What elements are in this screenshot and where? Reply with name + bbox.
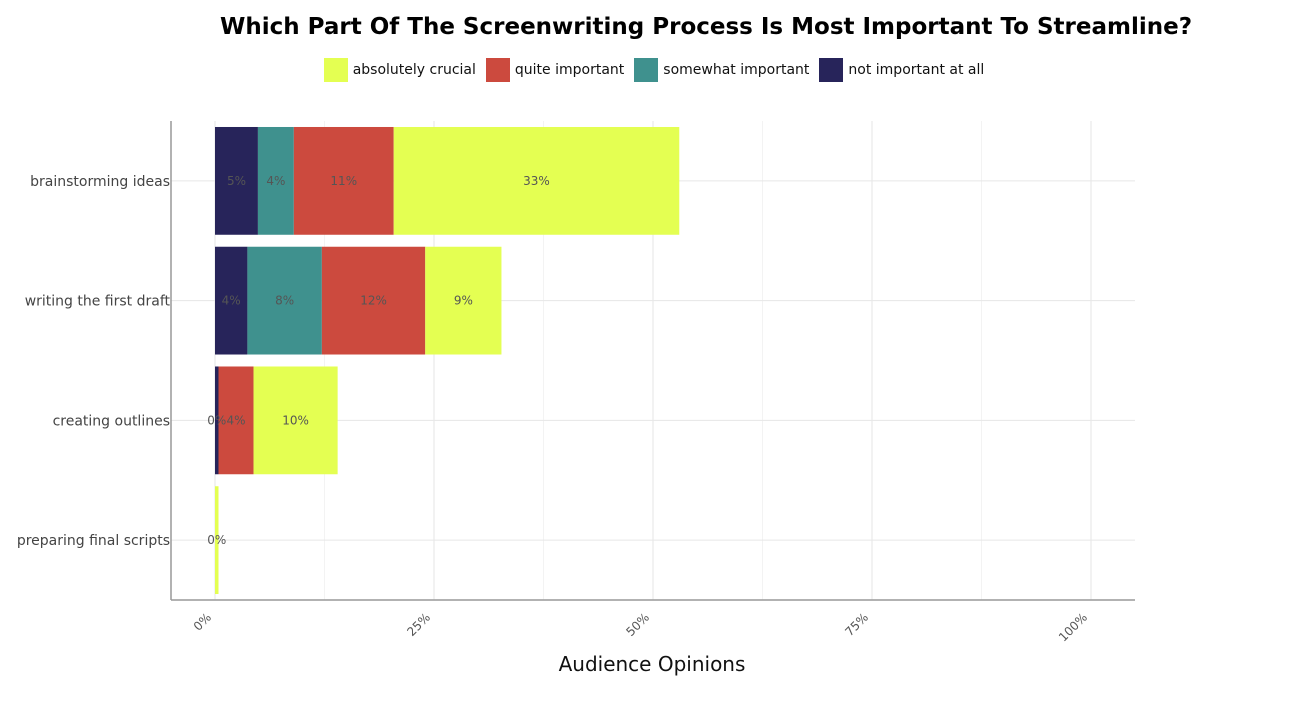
bar-label: 5% <box>227 174 246 188</box>
bar-label: 4% <box>227 413 246 427</box>
bar-absolutely-crucial <box>253 366 338 475</box>
bar-label: 4% <box>266 174 285 188</box>
x-tick-label: 25% <box>404 610 433 639</box>
legend: absolutely crucial quite important somewha… <box>0 58 1297 82</box>
legend-swatch <box>819 58 844 82</box>
legend-item: quite important <box>485 58 625 82</box>
bar-label: 0% <box>207 533 226 547</box>
bar-label: 12% <box>360 294 387 308</box>
legend-label: quite important <box>514 62 625 78</box>
bar-label: 10% <box>282 413 309 427</box>
legend-label: absolutely crucial <box>352 62 476 78</box>
bar-absolutely-crucial <box>215 486 219 595</box>
y-tick-label: writing the first draft <box>25 294 171 310</box>
bar-not-important-at-all <box>215 246 248 355</box>
bar-label: 0% <box>207 413 226 427</box>
legend-swatch <box>485 58 510 82</box>
bar-label: 8% <box>275 294 294 308</box>
bar-label: 9% <box>454 294 473 308</box>
bar-quite-important <box>293 126 394 235</box>
y-tick-label: brainstorming ideas <box>30 174 170 190</box>
bar-label: 4% <box>222 294 241 308</box>
legend-label: somewhat important <box>663 62 810 78</box>
y-tick-label: preparing final scripts <box>17 533 170 549</box>
bar-absolutely-crucial <box>425 246 502 355</box>
bar-somewhat-important <box>257 126 294 235</box>
bar-not-important-at-all <box>215 366 219 475</box>
bar-absolutely-crucial <box>393 126 680 235</box>
x-axis-label: Audience Opinions <box>558 652 746 676</box>
legend-swatch <box>634 58 659 82</box>
x-tick-label: 50% <box>623 610 652 639</box>
x-tick-label: 0% <box>191 610 214 633</box>
bar-label: 11% <box>330 174 357 188</box>
legend-item: not important at all <box>819 58 984 82</box>
bar-quite-important <box>218 366 254 475</box>
bar-somewhat-important <box>247 246 322 355</box>
x-tick-label: 100% <box>1056 610 1090 644</box>
legend-swatch <box>323 58 348 82</box>
chart-title: Which Part Of The Screenwriting Process … <box>219 14 1193 40</box>
bar-not-important-at-all <box>215 126 258 235</box>
y-tick-label: creating outlines <box>53 413 170 429</box>
bar-label: 33% <box>523 174 550 188</box>
legend-item: somewhat important <box>634 58 809 82</box>
bar-quite-important <box>321 246 426 355</box>
x-tick-label: 75% <box>842 610 871 639</box>
legend-item: absolutely crucial <box>323 58 476 82</box>
legend-label: not important at all <box>848 62 985 78</box>
